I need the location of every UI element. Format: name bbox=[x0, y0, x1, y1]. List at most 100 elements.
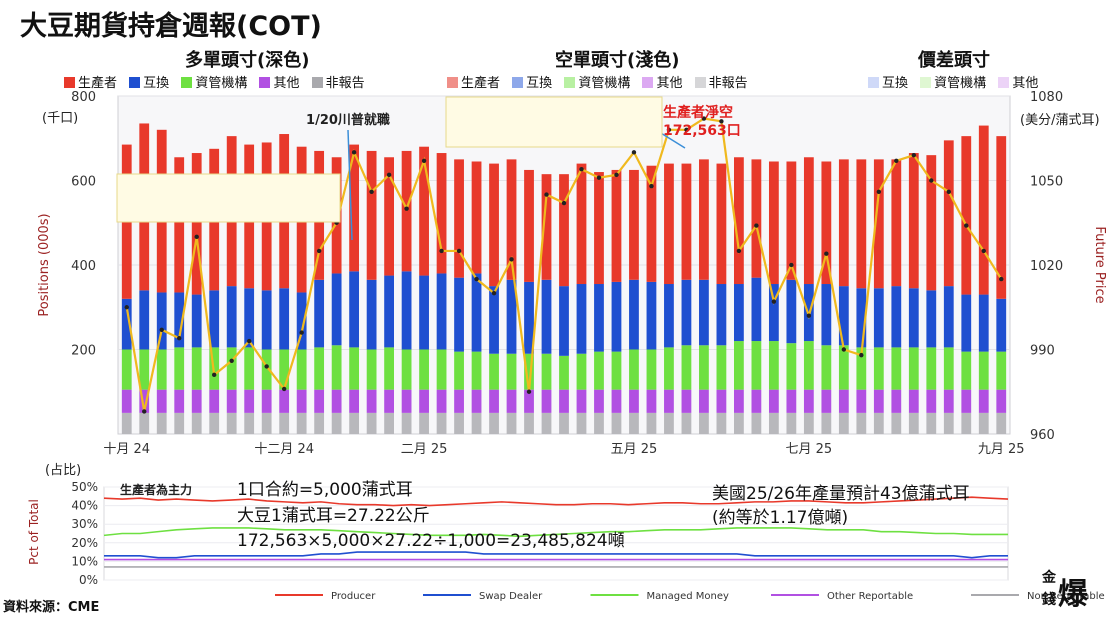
bar-segment bbox=[751, 389, 762, 413]
bar-segment bbox=[996, 412, 1007, 434]
bar-segment bbox=[978, 294, 989, 352]
bar-segment bbox=[489, 353, 499, 390]
bar-segment bbox=[226, 286, 237, 348]
price-point bbox=[124, 305, 129, 310]
bar-segment bbox=[296, 292, 307, 350]
bar-segment bbox=[401, 412, 412, 434]
bar-segment bbox=[279, 288, 290, 350]
bar-segment bbox=[156, 389, 167, 413]
bar-segment bbox=[594, 284, 604, 352]
bar-segment bbox=[576, 284, 587, 354]
bar-segment bbox=[664, 284, 674, 348]
share-series-line bbox=[104, 551, 1008, 559]
bar-segment bbox=[191, 347, 202, 390]
usda-tonnage-note: (約等於1.17億噸) bbox=[712, 508, 849, 528]
bar-segment bbox=[121, 349, 132, 390]
bar-segment bbox=[349, 389, 360, 413]
bar-segment bbox=[699, 345, 709, 390]
legend-short-swap: 互換 bbox=[512, 72, 552, 91]
bar-segment bbox=[629, 349, 639, 390]
price-point bbox=[142, 409, 147, 414]
usda-production-note: 美國25/26年產量預計43億蒲式耳 bbox=[712, 484, 970, 504]
bar-segment bbox=[821, 389, 832, 413]
legend-label: 互換 bbox=[882, 76, 909, 91]
lower-y-tick-label: 20% bbox=[71, 536, 98, 550]
bar-segment bbox=[751, 159, 762, 278]
bar-segment bbox=[139, 389, 150, 413]
bar-segment bbox=[838, 345, 849, 390]
legend-short-managed: 資管機構 bbox=[564, 72, 630, 91]
bar-segment bbox=[611, 169, 622, 282]
bar-segment bbox=[191, 153, 202, 295]
legend-spread-managed: 資管機構 bbox=[920, 72, 986, 91]
bar-segment bbox=[681, 279, 692, 346]
price-point bbox=[456, 248, 462, 254]
bar-segment bbox=[559, 412, 569, 434]
price-point bbox=[789, 262, 794, 268]
bar-segment bbox=[943, 286, 954, 348]
bar-segment bbox=[436, 389, 447, 413]
bar-segment bbox=[594, 389, 604, 413]
bar-segment bbox=[803, 412, 814, 434]
bar-segment bbox=[978, 125, 989, 295]
share-series-line bbox=[103, 496, 1009, 507]
legend-swatch bbox=[642, 77, 654, 88]
bar-segment bbox=[191, 389, 202, 413]
bar-segment bbox=[314, 412, 325, 434]
lower-y-tick-label: 30% bbox=[71, 517, 98, 531]
svg-text:爆: 爆 bbox=[1058, 577, 1089, 610]
bar-segment bbox=[943, 140, 954, 287]
bar-segment bbox=[734, 284, 744, 342]
bar-segment bbox=[524, 281, 534, 354]
spread-positions-title: 價差頭寸 bbox=[918, 50, 990, 71]
inauguration-annotation: 1/20川普就職 bbox=[306, 112, 390, 128]
page-title: 大豆期貨持倉週報(COT) bbox=[20, 11, 322, 42]
legend-swatch bbox=[564, 77, 576, 88]
source-credit: 資料來源：CME bbox=[3, 600, 100, 615]
bar-segment bbox=[559, 174, 569, 287]
x-tick-label: 七月 25 bbox=[786, 442, 833, 457]
bar-segment bbox=[419, 412, 429, 434]
bar-segment bbox=[489, 163, 499, 287]
bar-segment bbox=[996, 351, 1007, 390]
legend-swatch bbox=[694, 77, 706, 88]
bar-segment bbox=[611, 412, 622, 434]
bar-segment bbox=[489, 286, 499, 354]
right-unit-label: (美分/蒲式耳) bbox=[1020, 113, 1100, 128]
bar-segment bbox=[594, 412, 604, 434]
legend-label: 其他 bbox=[656, 76, 683, 91]
price-point bbox=[369, 189, 374, 194]
bar-segment bbox=[244, 389, 255, 413]
legend-label: 互換 bbox=[526, 76, 553, 91]
bar-segment bbox=[226, 389, 237, 413]
contract-size-note: 1口合約=5,000蒲式耳 bbox=[237, 480, 413, 500]
bar-segment bbox=[734, 389, 744, 413]
bar-segment bbox=[768, 389, 779, 413]
price-point bbox=[824, 251, 829, 256]
bar-segment bbox=[734, 157, 744, 285]
bar-segment bbox=[908, 389, 919, 413]
legend-long-nonrep: 非報告 bbox=[311, 72, 365, 91]
legend-swatch bbox=[447, 77, 458, 88]
bar-segment bbox=[454, 351, 464, 390]
left-unit-label: (千口) bbox=[42, 111, 78, 126]
bar-segment bbox=[751, 277, 762, 342]
price-point bbox=[631, 150, 637, 155]
price-point bbox=[316, 248, 322, 254]
bar-segment bbox=[174, 389, 185, 413]
bar-segment bbox=[139, 349, 150, 390]
x-tick-label: 二月 25 bbox=[401, 442, 448, 457]
legend-label: 資管機構 bbox=[195, 76, 248, 91]
bar-segment bbox=[926, 347, 937, 390]
bar-segment bbox=[489, 389, 499, 413]
legend-short-nonrep: 非報告 bbox=[694, 72, 748, 91]
price-point bbox=[649, 183, 654, 189]
bar-segment bbox=[891, 389, 902, 413]
x-tick-label: 九月 25 bbox=[978, 442, 1025, 457]
svg-text:錢: 錢 bbox=[1042, 591, 1056, 608]
bar-segment bbox=[838, 389, 849, 413]
bar-segment bbox=[856, 412, 867, 434]
legend-swatch bbox=[64, 77, 75, 88]
bar-segment bbox=[611, 281, 622, 352]
